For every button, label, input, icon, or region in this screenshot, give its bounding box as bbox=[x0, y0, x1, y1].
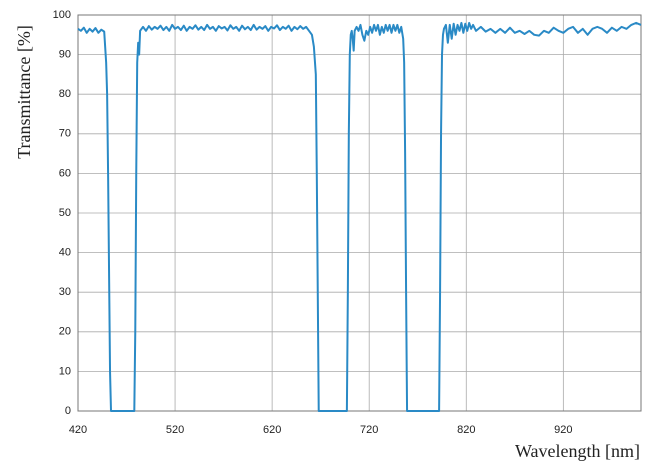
y-tick-label: 10 bbox=[59, 365, 71, 377]
y-tick-label: 90 bbox=[59, 49, 71, 61]
plot-frame bbox=[77, 14, 642, 412]
x-tick-label: 420 bbox=[69, 424, 87, 436]
y-tick-label: 60 bbox=[59, 167, 71, 179]
x-tick-label: 920 bbox=[554, 424, 572, 436]
x-tick-label: 520 bbox=[166, 424, 184, 436]
y-axis-title: Transmittance [%] bbox=[14, 25, 34, 159]
x-tick-label: 820 bbox=[457, 424, 475, 436]
y-tick-label: 50 bbox=[59, 207, 71, 219]
y-tick-label: 30 bbox=[59, 286, 71, 298]
x-axis-title: Wavelength [nm] bbox=[515, 441, 640, 461]
y-tick-label: 40 bbox=[59, 247, 71, 259]
x-tick-label: 720 bbox=[360, 424, 378, 436]
y-tick-label: 0 bbox=[65, 405, 71, 417]
y-tick-label: 80 bbox=[59, 88, 71, 100]
y-tick-label: 20 bbox=[59, 326, 71, 338]
y-tick-label: 70 bbox=[59, 128, 71, 140]
spectrum-line bbox=[77, 21, 642, 412]
x-tick-label: 620 bbox=[263, 424, 281, 436]
y-tick-label: 100 bbox=[53, 9, 71, 21]
